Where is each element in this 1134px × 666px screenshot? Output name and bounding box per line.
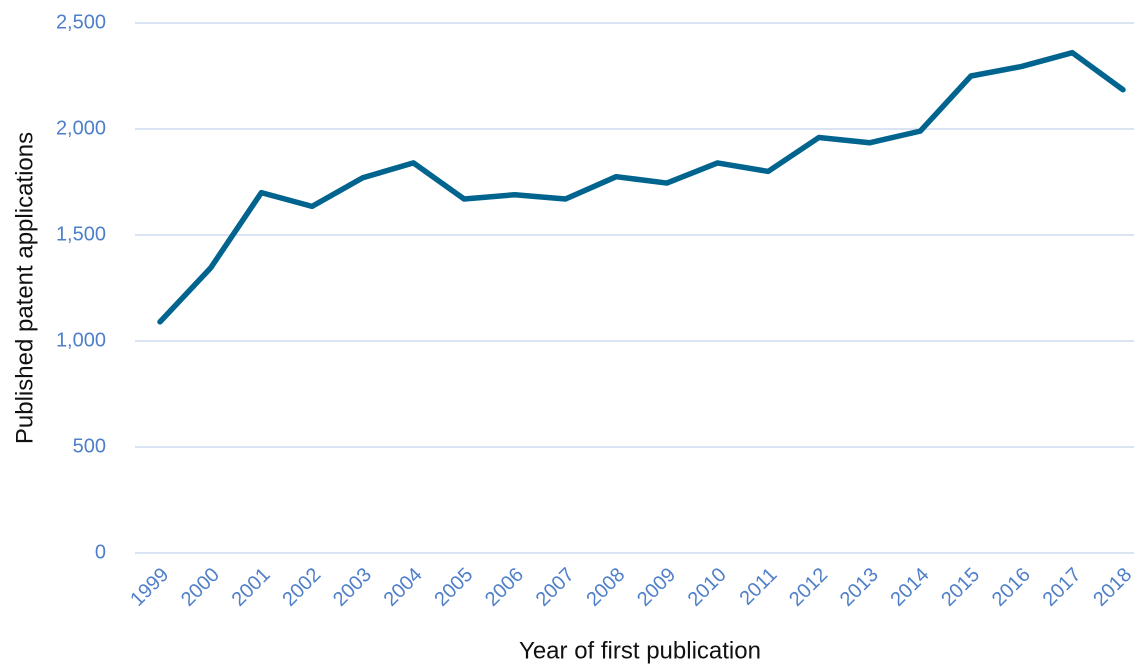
x-tick-label: 1999 [126,564,173,611]
x-tick-label: 2012 [785,564,832,611]
x-tick-label: 2010 [684,564,731,611]
x-tick-label: 2006 [481,564,528,611]
x-tick-label: 2018 [1089,564,1134,611]
x-tick-label: 2013 [836,564,883,611]
y-tick-label: 0 [95,541,106,563]
x-tick-label: 2002 [278,564,325,611]
y-tick-label: 500 [73,435,106,457]
data-line [157,49,1126,325]
x-tick-label: 2005 [430,564,477,611]
x-tick-label: 2011 [736,564,782,610]
x-tick-label: 2003 [329,564,376,611]
x-tick-label: 2009 [633,564,680,611]
y-axis-title: Published patent applications [11,132,38,444]
y-tick-label: 1,500 [56,223,106,245]
x-tick-label: 2007 [532,564,579,611]
x-tick-label: 2015 [937,564,984,611]
x-tick-label: 2017 [1039,564,1086,611]
y-tick-label: 2,000 [56,117,106,139]
y-tick-label: 2,500 [56,11,106,33]
x-tick-label: 2016 [988,564,1035,611]
x-tick-label: 2014 [887,564,934,611]
x-tick-label: 2008 [582,564,629,611]
x-tick-label: 2000 [177,564,224,611]
y-tick-label: 1,000 [56,329,106,351]
x-tick-label: 2004 [380,564,427,611]
x-tick-label: 2001 [228,564,275,611]
x-axis-title: Year of first publication [519,637,761,664]
